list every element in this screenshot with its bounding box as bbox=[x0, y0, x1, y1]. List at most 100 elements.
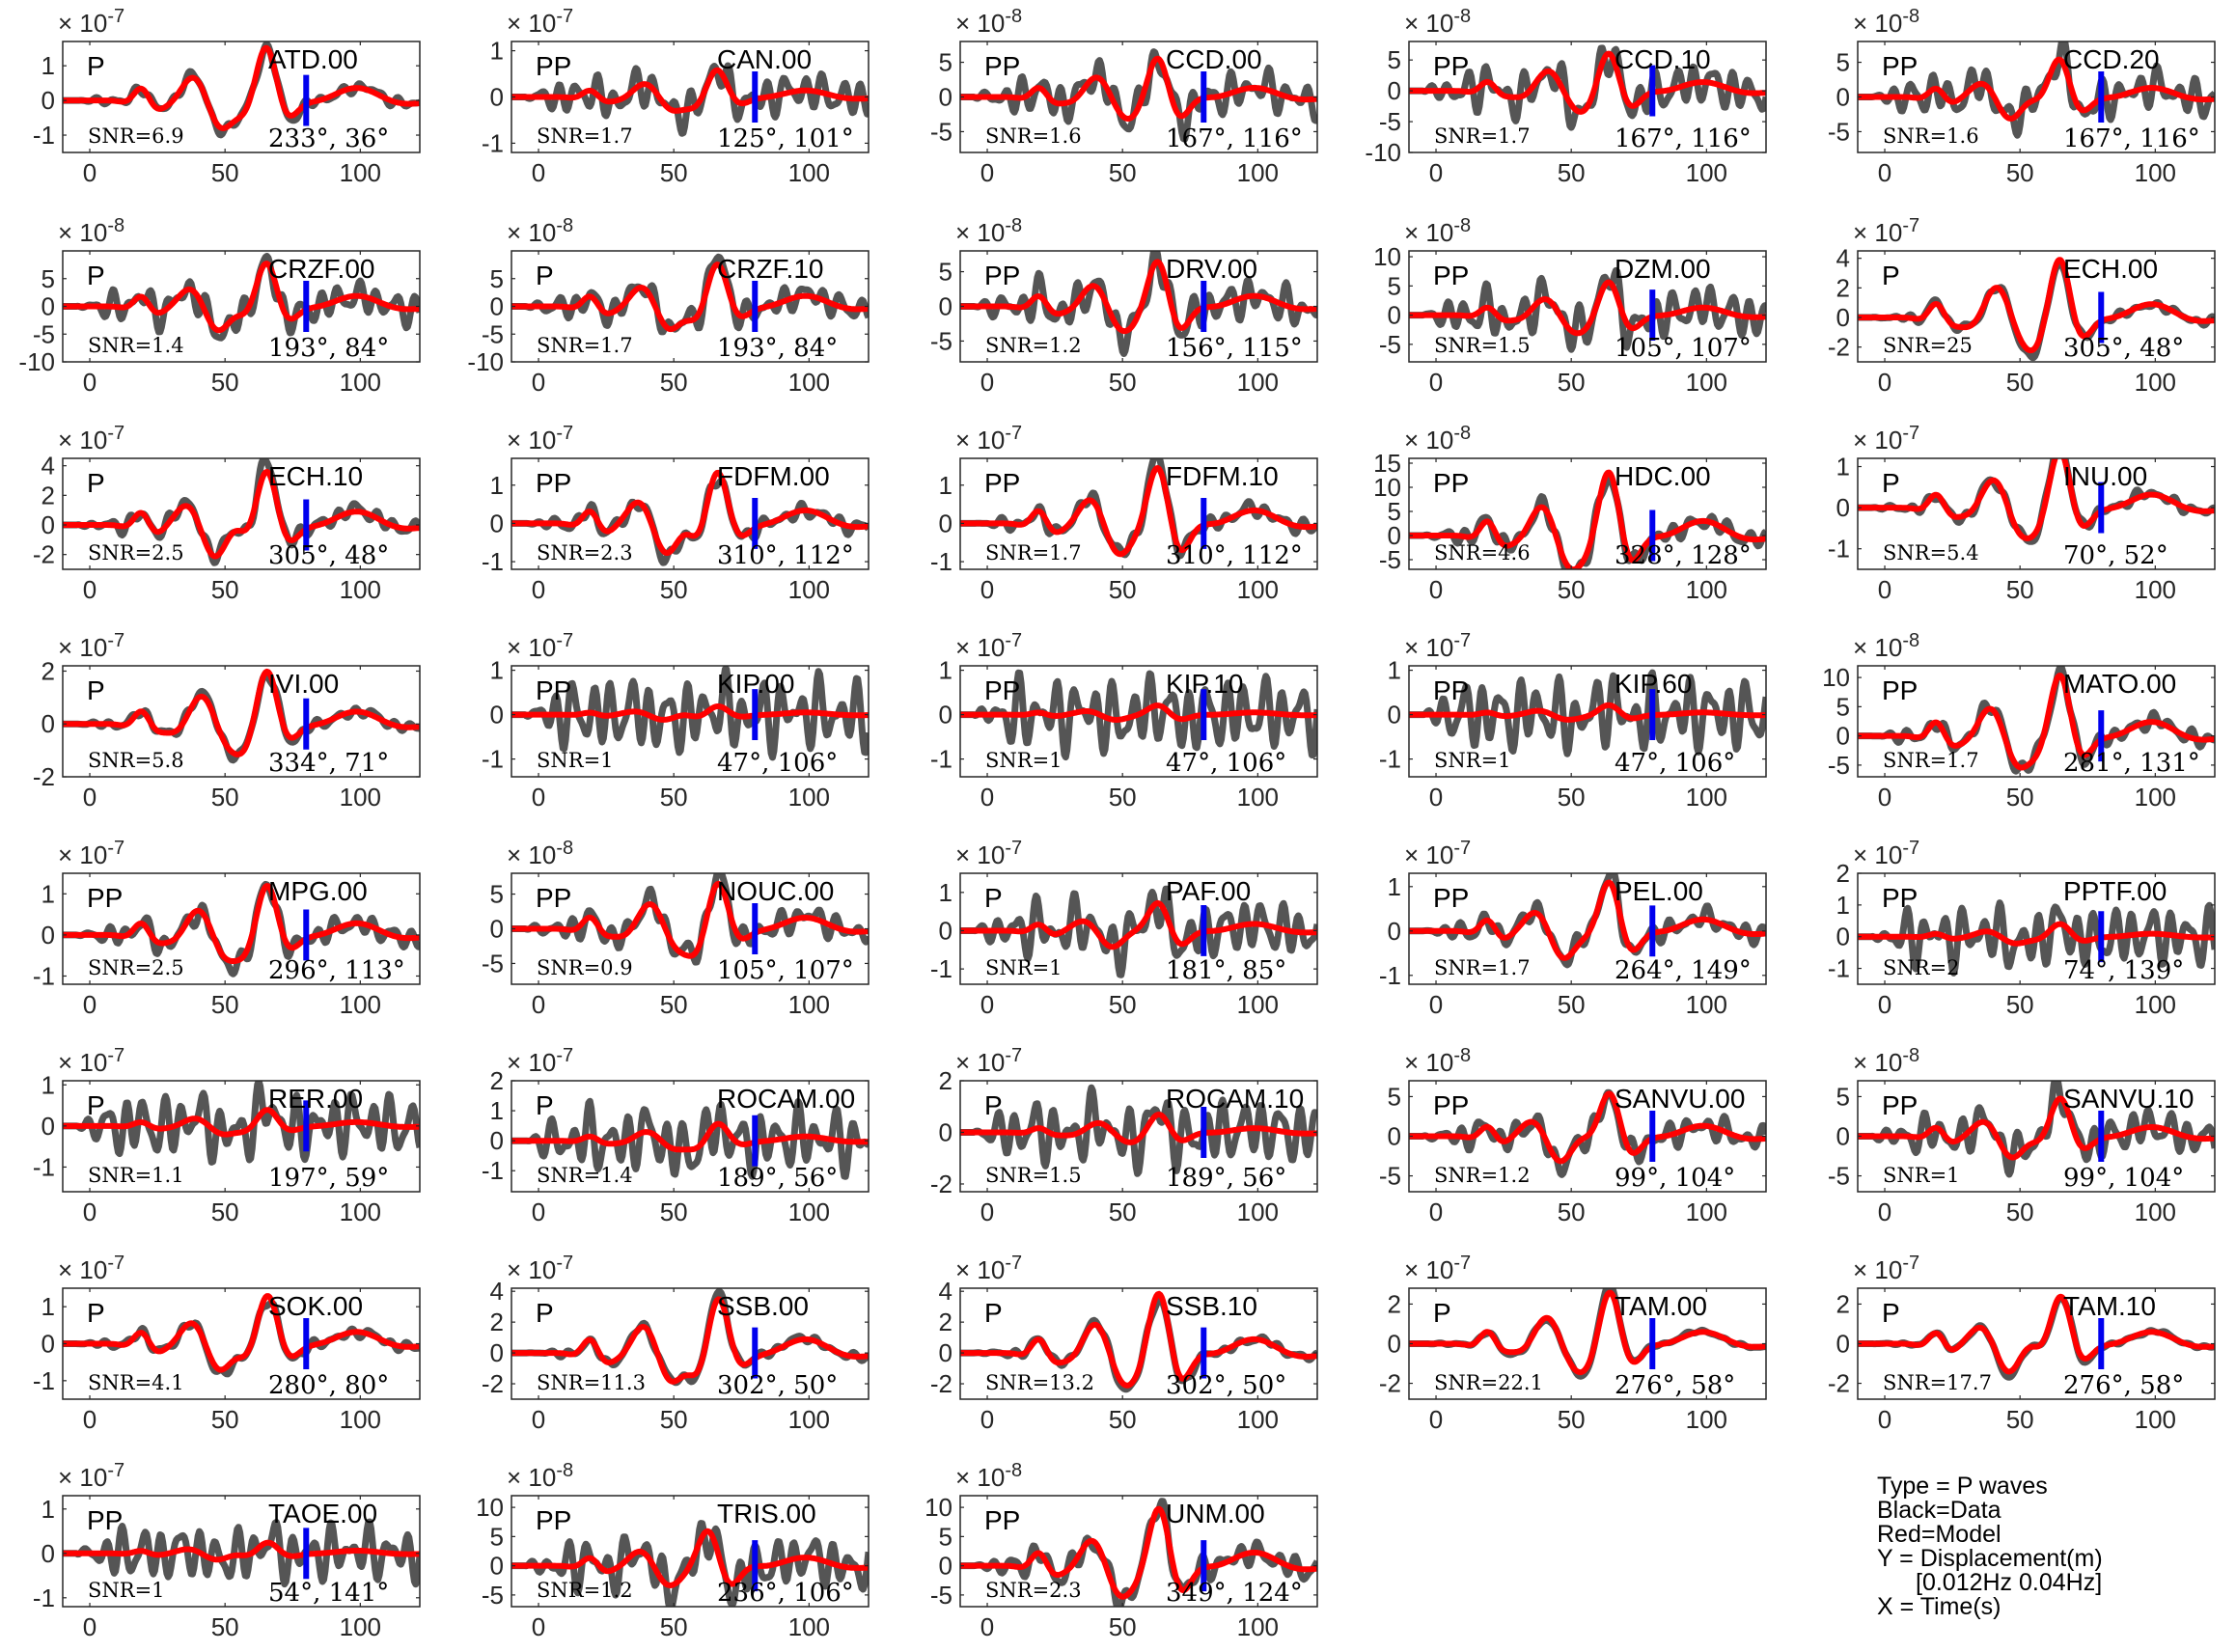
y-tick-label: -1 bbox=[33, 1366, 55, 1395]
snr-label: SNR=2.5 bbox=[88, 541, 184, 564]
axes-box bbox=[959, 1287, 1318, 1400]
x-tick-label: 0 bbox=[532, 783, 545, 812]
y-tick-label: 0 bbox=[1388, 521, 1401, 550]
station-name: TAM.00 bbox=[1615, 1291, 1707, 1321]
y-tick-label: -2 bbox=[930, 1170, 952, 1198]
y-tick-label: 0 bbox=[490, 1552, 504, 1581]
y-exponent: × 10-8 bbox=[1404, 215, 1471, 247]
x-tick-label: 100 bbox=[788, 368, 830, 397]
y-tick-label: 1 bbox=[939, 878, 952, 907]
y-tick-label: 4 bbox=[939, 1277, 952, 1306]
x-tick-label: 100 bbox=[340, 158, 381, 187]
y-tick-label: 0 bbox=[939, 1552, 952, 1581]
x-tick-label: 0 bbox=[1878, 1405, 1891, 1434]
angles-label: 197°, 59° bbox=[268, 1164, 389, 1193]
y-tick-label: -2 bbox=[482, 1369, 504, 1398]
y-tick-label: 0 bbox=[939, 292, 952, 321]
y-tick-label: 1 bbox=[1836, 891, 1850, 920]
x-tick-label: 100 bbox=[1686, 368, 1727, 397]
model-trace bbox=[1409, 50, 1766, 115]
y-tick-label: -2 bbox=[33, 762, 55, 791]
y-tick-label: 10 bbox=[476, 1493, 504, 1522]
x-tick-label: 0 bbox=[1429, 783, 1443, 812]
x-tick-label: 50 bbox=[2006, 368, 2034, 397]
x-tick-label: 50 bbox=[2006, 990, 2034, 1019]
x-tick-label: 0 bbox=[1878, 368, 1891, 397]
y-exponent: × 10-8 bbox=[1404, 423, 1471, 454]
phase-label: PP bbox=[1433, 883, 1469, 913]
y-tick-label: 10 bbox=[1373, 473, 1401, 502]
x-tick-label: 50 bbox=[660, 1198, 688, 1226]
y-tick-label: 10 bbox=[1822, 663, 1850, 692]
x-tick-label: 100 bbox=[788, 1198, 830, 1226]
x-tick-label: 0 bbox=[83, 368, 97, 397]
snr-label: SNR=1.7 bbox=[1883, 749, 1979, 772]
station-name: FDFM.10 bbox=[1166, 461, 1279, 491]
model-trace bbox=[1858, 673, 2215, 771]
data-trace bbox=[63, 1081, 420, 1166]
model-trace bbox=[960, 899, 1317, 950]
model-trace bbox=[960, 1112, 1317, 1145]
y-tick-label: 4 bbox=[41, 452, 55, 481]
model-trace bbox=[960, 465, 1317, 558]
x-tick-label: 100 bbox=[2135, 1198, 2176, 1226]
phase-label: P bbox=[87, 675, 105, 705]
data-trace bbox=[511, 1288, 869, 1387]
phase-label: PP bbox=[1433, 468, 1469, 498]
snr-label: SNR=1.1 bbox=[88, 1164, 184, 1187]
station-name: ROCAM.10 bbox=[1166, 1084, 1304, 1114]
legend-red: Red=Model bbox=[1877, 1521, 2001, 1548]
axes-box bbox=[959, 665, 1318, 778]
station-name: IVI.00 bbox=[268, 669, 339, 699]
axes-box bbox=[1857, 457, 2216, 570]
y-tick-label: 0 bbox=[41, 86, 55, 115]
x-tick-label: 100 bbox=[340, 990, 381, 1019]
x-tick-label: 100 bbox=[1686, 990, 1727, 1019]
y-tick-label: 0 bbox=[490, 509, 504, 537]
y-exponent: × 10-8 bbox=[955, 215, 1022, 247]
y-tick-label: 0 bbox=[939, 916, 952, 945]
station-name: INU.00 bbox=[2063, 461, 2147, 491]
x-tick-label: 0 bbox=[83, 575, 97, 604]
snr-label: SNR=2.5 bbox=[88, 956, 184, 979]
y-exponent: × 10-8 bbox=[58, 215, 124, 247]
panel-kip-60: 0 50 100 -1 0 1× 10-7 PP KIP.60 SNR=1 47°, 106° bbox=[1379, 630, 1767, 812]
y-exponent: × 10-7 bbox=[955, 423, 1022, 454]
y-exponent: × 10-8 bbox=[1404, 1045, 1471, 1077]
y-tick-label: 0 bbox=[1836, 83, 1850, 112]
model-trace bbox=[1858, 257, 2215, 354]
model-trace bbox=[960, 55, 1317, 122]
phase-label: PP bbox=[1882, 1090, 1918, 1120]
panel-mpg-00: 0 50 100 -1 0 1× 10-7 PP MPG.00 SNR=2.5 296°, 113… bbox=[33, 838, 421, 1019]
x-tick-label: 0 bbox=[532, 368, 545, 397]
x-tick-label: 0 bbox=[1429, 575, 1443, 604]
phase-label: PP bbox=[984, 261, 1020, 290]
station-name: NOUC.00 bbox=[717, 876, 834, 906]
x-tick-label: 100 bbox=[788, 783, 830, 812]
x-tick-label: 50 bbox=[1109, 1198, 1137, 1226]
model-trace bbox=[63, 468, 420, 560]
y-tick-label: -1 bbox=[482, 128, 504, 157]
x-tick-label: 100 bbox=[340, 368, 381, 397]
snr-label: SNR=1.6 bbox=[985, 124, 1082, 148]
station-name: SSB.00 bbox=[717, 1291, 809, 1321]
x-tick-label: 50 bbox=[211, 783, 239, 812]
x-tick-label: 50 bbox=[660, 783, 688, 812]
angles-label: 328°, 128° bbox=[1615, 541, 1752, 570]
x-tick-label: 0 bbox=[1878, 575, 1891, 604]
y-tick-label: 2 bbox=[939, 1066, 952, 1095]
x-tick-label: 0 bbox=[980, 158, 994, 187]
phase-label: PP bbox=[536, 883, 571, 913]
data-trace bbox=[1858, 899, 2215, 977]
y-tick-label: 1 bbox=[41, 1070, 55, 1099]
x-tick-label: 0 bbox=[1429, 1405, 1443, 1434]
station-name: KIP.00 bbox=[717, 669, 794, 699]
angles-label: 276°, 58° bbox=[1615, 1371, 1735, 1400]
y-tick-label: -1 bbox=[1828, 954, 1850, 983]
phase-label: PP bbox=[87, 883, 123, 913]
axes-box bbox=[1408, 665, 1767, 778]
y-exponent: × 10-7 bbox=[1853, 838, 1919, 869]
